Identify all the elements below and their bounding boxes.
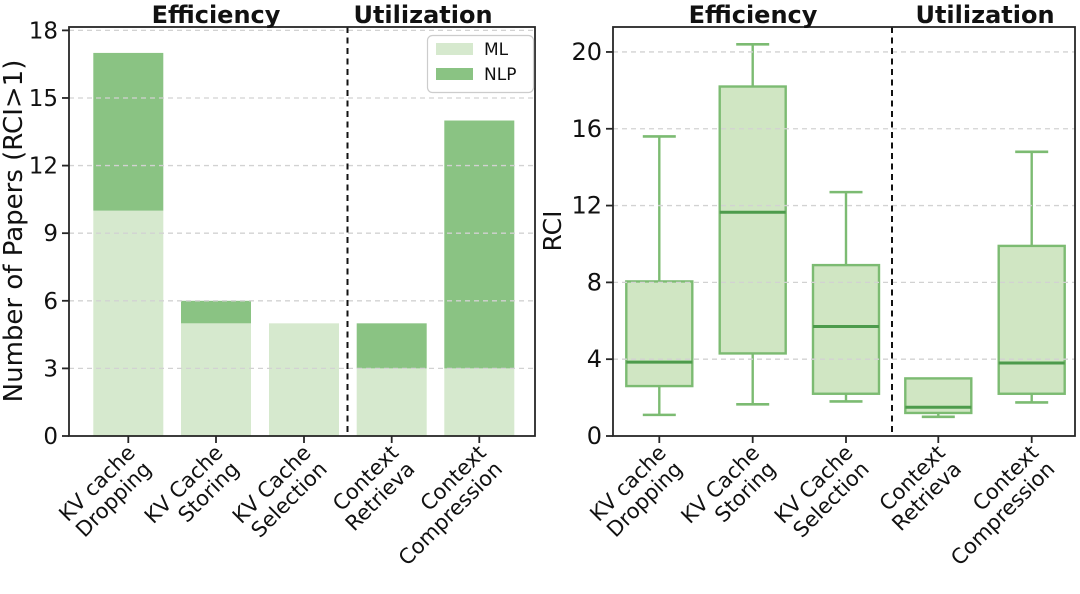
box-series	[625, 42, 1066, 419]
x-tick-label: KV CacheStoring	[140, 441, 244, 545]
y-tick-label: 4	[587, 345, 602, 373]
bar-series	[93, 52, 515, 436]
y-axis-label: Number of Papers (RCI>1)	[0, 60, 29, 403]
bar-segment-nlp	[444, 120, 515, 369]
bar-segment-nlp	[356, 323, 427, 369]
y-tick-label: 6	[43, 289, 58, 315]
y-tick-label: 12	[29, 154, 58, 180]
legend: ML NLP	[426, 34, 535, 94]
y-tick-label: 9	[43, 221, 58, 247]
bar-segment-nlp	[181, 300, 251, 324]
y-tick-label: 3	[43, 356, 58, 382]
x-tick-label: KV CacheSelection	[228, 441, 332, 545]
section-title-utilization: Utilization	[353, 1, 492, 29]
y-axis-label: RCI	[540, 211, 567, 252]
x-tick-label: ContextRetrieva	[324, 441, 419, 536]
x-tick-label: KV cacheDropping	[54, 441, 156, 543]
y-tick-label: 8	[587, 268, 602, 296]
bar-segment-ml	[269, 323, 339, 436]
x-tick-label: KV cacheDropping	[585, 441, 687, 543]
box	[625, 280, 694, 388]
bar-segment-ml	[444, 368, 515, 436]
legend-label-nlp: NLP	[484, 65, 516, 85]
section-title-efficiency: Efficiency	[689, 1, 818, 29]
y-tick-label: 0	[587, 422, 602, 450]
legend-swatch-ml	[436, 43, 473, 55]
plot-frame	[68, 26, 536, 437]
section-title-utilization: Utilization	[915, 1, 1054, 29]
y-tick-label: 20	[571, 38, 602, 66]
y-tick-label: 0	[43, 424, 58, 450]
box	[997, 244, 1066, 395]
bar-segment-ml	[93, 210, 164, 436]
y-tick-label: 18	[29, 18, 58, 44]
box	[811, 263, 881, 395]
x-tick-label: KV CacheSelection	[770, 441, 874, 545]
y-tick-label: 15	[29, 86, 58, 112]
bar-segment-ml	[181, 323, 251, 436]
section-title-efficiency: Efficiency	[152, 1, 281, 29]
plot-frame	[612, 26, 1076, 437]
bar-segment-ml	[356, 368, 427, 436]
legend-label-ml: ML	[484, 40, 509, 60]
y-tick-label: 12	[571, 192, 602, 220]
x-tick-label: KV CacheStoring	[676, 441, 780, 545]
bar-segment-nlp	[93, 52, 164, 211]
box	[718, 85, 787, 355]
y-tick-label: 16	[571, 115, 602, 143]
x-tick-label: ContextRetrieva	[871, 441, 966, 536]
legend-swatch-nlp	[436, 68, 473, 80]
